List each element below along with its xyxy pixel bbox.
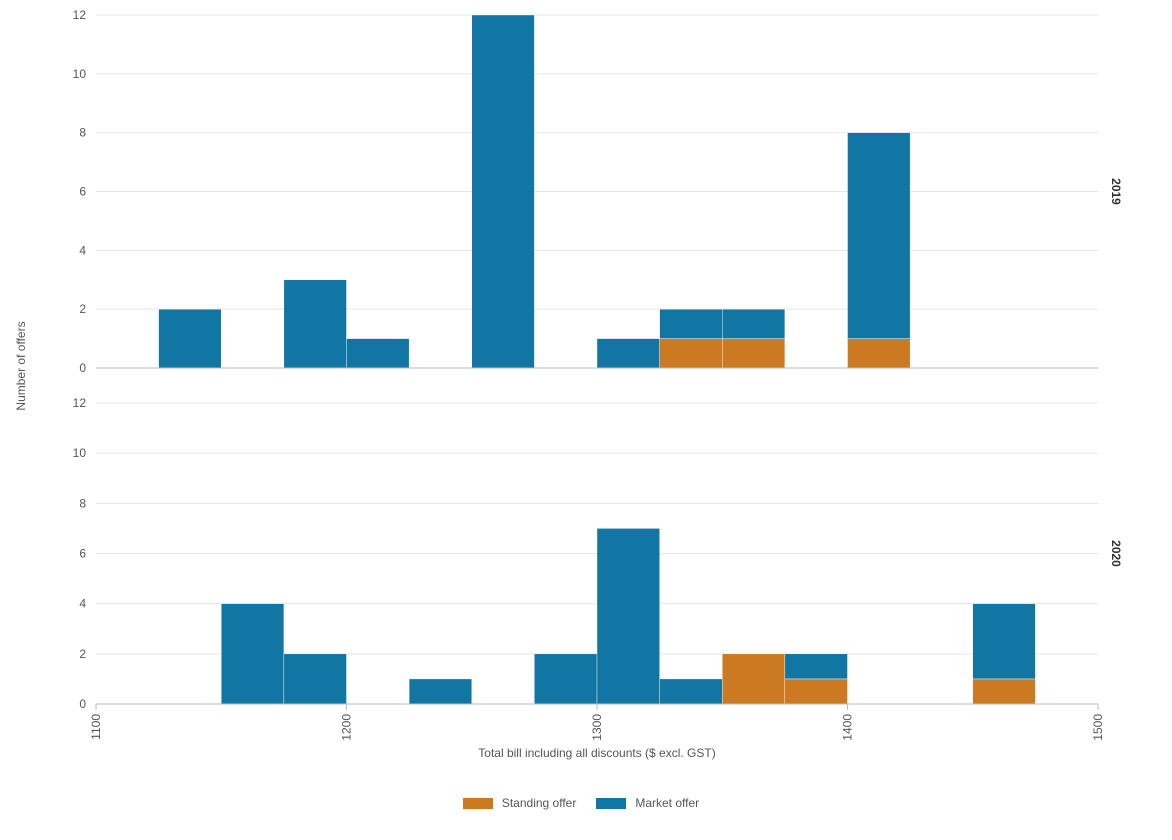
bar-standing-offer-2019-1350: [722, 338, 786, 369]
x-tick-label-1300: 1300: [590, 714, 604, 741]
y-tick-label-2020-0: 0: [79, 697, 86, 711]
bar-market-offer-2019-1200: [346, 338, 410, 369]
y-tick-label-2019-12: 12: [73, 8, 87, 22]
facet-label-2019: 2019: [1109, 178, 1123, 205]
y-tick-label-2020-12: 12: [73, 396, 87, 410]
legend-swatch-standing-offer: [462, 797, 493, 809]
bar-standing-offer-2019-1325: [659, 338, 723, 369]
bar-standing-offer-2019-1400: [847, 338, 911, 369]
bar-market-offer-2019-1175: [283, 279, 347, 369]
facet-label-2020: 2020: [1109, 540, 1123, 567]
bar-standing-offer-2020-1350: [722, 653, 786, 705]
bar-market-offer-2019-1350: [722, 308, 786, 339]
bar-standing-offer-2020-1450: [972, 678, 1036, 705]
bar-market-offer-2020-1325: [659, 678, 723, 705]
x-tick-label-1100: 1100: [89, 714, 103, 740]
bar-market-offer-2020-1175: [283, 653, 347, 705]
bar-market-offer-2020-1225: [408, 678, 472, 705]
y-tick-label-2020-2: 2: [79, 647, 86, 661]
bar-market-offer-2020-1150: [221, 603, 285, 705]
y-tick-label-2020-4: 4: [79, 597, 86, 611]
x-tick-label-1500: 1500: [1091, 714, 1105, 741]
y-tick-label-2019-4: 4: [79, 243, 86, 257]
legend-item-market-offer[interactable]: Market offer: [596, 796, 699, 810]
x-axis-title: Total bill including all discounts ($ ex…: [478, 746, 715, 760]
bar-market-offer-2020-1275: [534, 653, 598, 705]
legend-swatch-market-offer: [596, 797, 627, 809]
x-tick-label-1200: 1200: [340, 714, 354, 741]
bar-market-offer-2019-1250: [471, 14, 535, 369]
y-tick-label-2020-10: 10: [73, 446, 87, 460]
y-tick-label-2020-6: 6: [79, 547, 86, 561]
bar-market-offer-2020-1450: [972, 603, 1036, 680]
legend-label-market-offer: Market offer: [635, 796, 700, 810]
bar-market-offer-2020-1375: [784, 653, 848, 680]
bar-standing-offer-2020-1375: [784, 678, 848, 705]
bar-market-offer-2020-1300: [596, 528, 660, 705]
y-tick-label-2019-6: 6: [79, 185, 86, 199]
bar-market-offer-2019-1125: [158, 308, 222, 369]
legend-label-standing-offer: Standing offer: [501, 796, 577, 810]
bar-market-offer-2019-1300: [596, 338, 660, 369]
y-tick-label-2019-8: 8: [79, 126, 86, 140]
y-axis-title: Number of offers: [14, 321, 28, 410]
bar-market-offer-2019-1325: [659, 308, 723, 339]
y-tick-label-2019-10: 10: [73, 67, 87, 81]
histogram-chart: 0 2 4 6 8 10 12 2019 0 2 4 6 8 10 12 2020 1100 1200 1300 14…: [14, 8, 1123, 760]
y-tick-label-2019-0: 0: [79, 361, 86, 375]
bar-layer: [158, 14, 1036, 705]
x-tick-label-1400: 1400: [841, 714, 855, 741]
y-tick-label-2020-8: 8: [79, 496, 86, 510]
axis-layer: 0 2 4 6 8 10 12 2019 0 2 4 6 8 10 12 2020 1100 1200 1300 14…: [73, 8, 1123, 741]
legend: Standing offer Market offer: [0, 796, 1172, 810]
y-tick-label-2019-2: 2: [79, 302, 86, 316]
bar-market-offer-2019-1400: [847, 132, 911, 339]
legend-item-standing-offer[interactable]: Standing offer: [462, 796, 577, 810]
